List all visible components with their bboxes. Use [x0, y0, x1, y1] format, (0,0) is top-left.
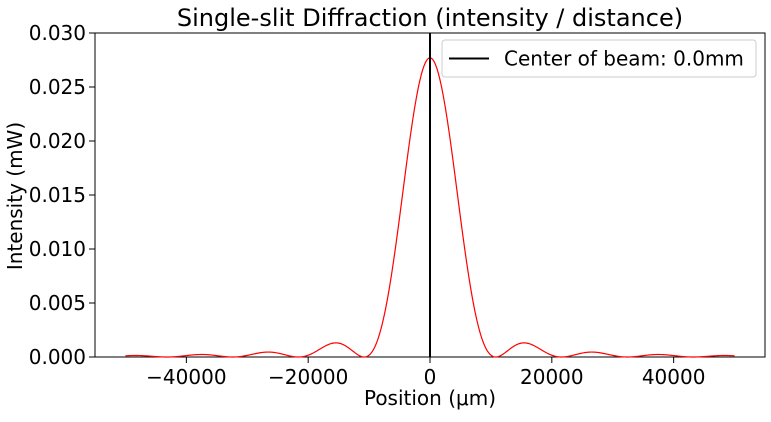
y-tick-label: 0.000: [29, 345, 86, 369]
y-tick-label: 0.015: [29, 183, 86, 207]
legend-box: [441, 39, 757, 78]
chart-title: Single-slit Diffraction (intensity / dis…: [177, 4, 683, 32]
y-tick-label: 0.005: [29, 291, 86, 315]
y-tick-label: 0.025: [29, 75, 86, 99]
x-tick-label: 0: [424, 365, 437, 389]
plot-area: 0.000 0.005 0.010 0.015 0.020 0.025 0.030 −4000…: [29, 21, 766, 389]
y-tick-label: 0.020: [29, 129, 86, 153]
x-tick-label: 40000: [642, 365, 706, 389]
y-tick-label: 0.010: [29, 237, 86, 261]
x-tick-label: 20000: [520, 365, 584, 389]
legend-label: Center of beam: 0.0mm: [504, 47, 744, 71]
y-axis-label: Intensity (mW): [3, 122, 27, 270]
legend: Center of beam: 0.0mm: [441, 39, 757, 78]
x-tick-label: −20000: [268, 365, 348, 389]
y-tick-label: 0.030: [29, 21, 86, 45]
x-axis-label: Position (μm): [364, 386, 496, 410]
x-tick-label: −40000: [146, 365, 226, 389]
